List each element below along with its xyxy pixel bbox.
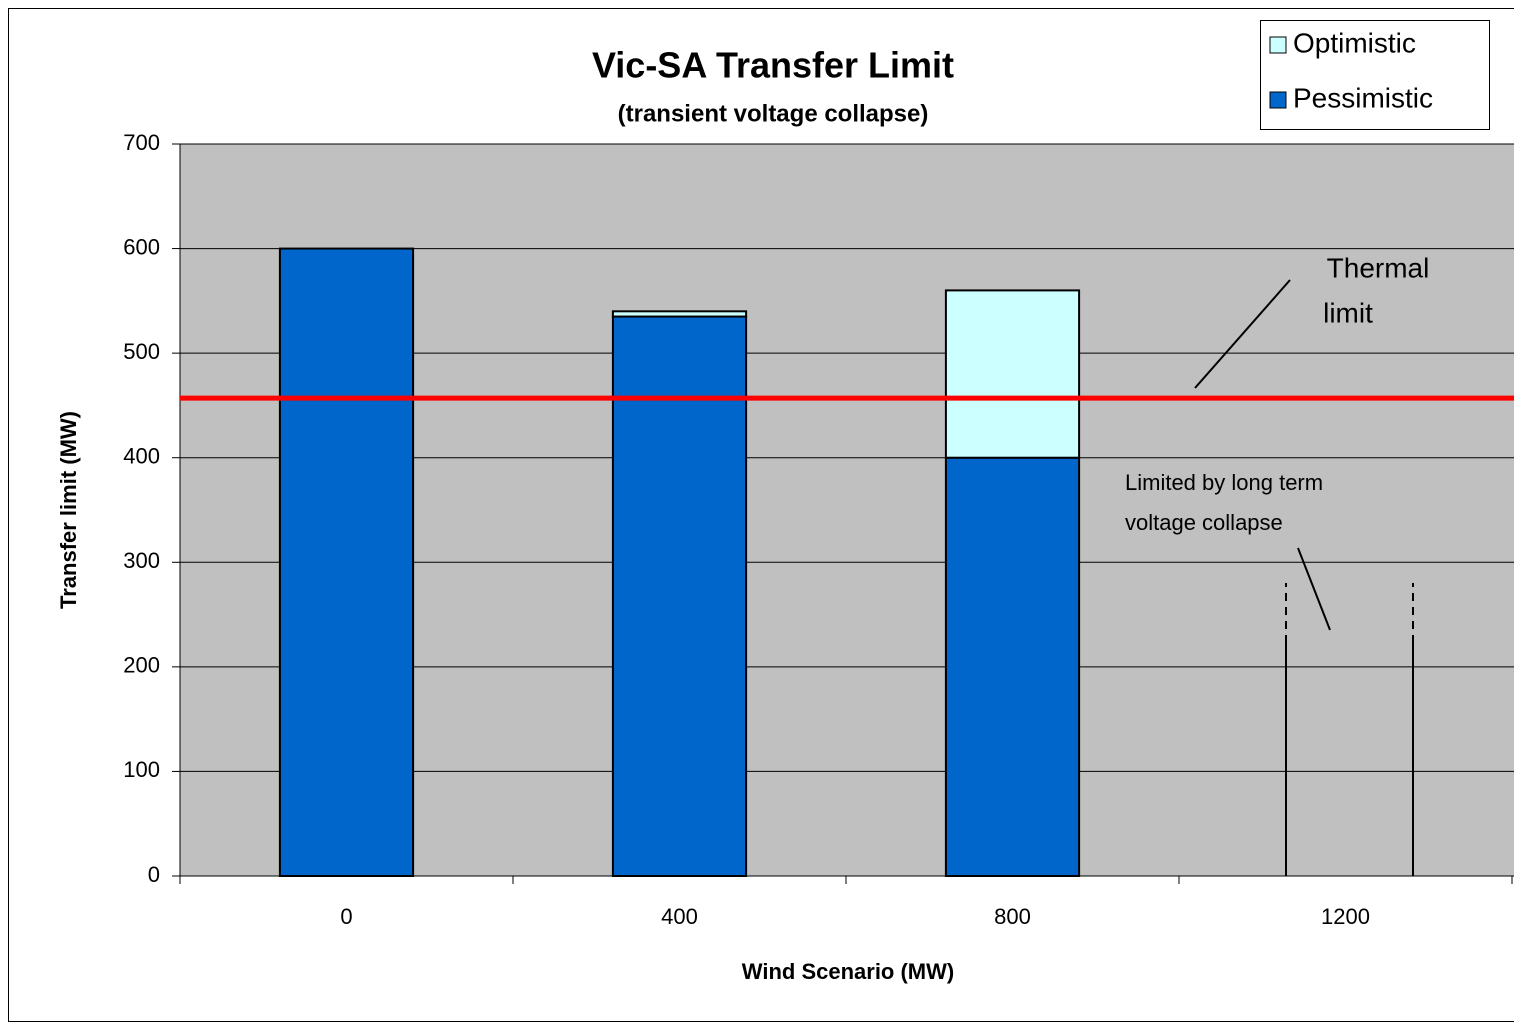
legend	[1260, 20, 1490, 130]
x-axis-label: Wind Scenario (MW)	[742, 959, 954, 984]
chart-title: Vic-SA Transfer Limit	[592, 45, 954, 86]
annotation: limit	[1323, 297, 1373, 328]
y-tick-label: 100	[123, 757, 160, 782]
y-tick-label: 400	[123, 444, 160, 469]
leader-line	[1194, 279, 1291, 389]
bar-segment	[611, 315, 748, 877]
x-tick-label: 0	[340, 904, 352, 929]
x-tick-label: 1200	[1321, 904, 1370, 929]
bar-segment	[611, 310, 748, 318]
x-tick-label: 400	[661, 904, 698, 929]
y-tick-label: 0	[148, 862, 160, 887]
legend-label: Pessimistic	[1293, 82, 1433, 113]
y-tick-label: 700	[123, 130, 160, 155]
y-tick-label: 300	[123, 548, 160, 573]
legend-swatch	[1269, 91, 1287, 109]
bar-segment	[278, 247, 415, 878]
y-tick-label: 500	[123, 339, 160, 364]
x-tick-label: 800	[994, 904, 1031, 929]
chart-subtitle: (transient voltage collapse)	[618, 100, 929, 127]
bar-segment	[944, 456, 1081, 877]
annotation: voltage collapse	[1125, 510, 1283, 535]
legend-label: Optimistic	[1293, 27, 1416, 58]
annotation: Thermal	[1327, 252, 1430, 283]
y-axis-label: Transfer limit (MW)	[56, 411, 81, 609]
annotation: Limited by long term	[1125, 470, 1323, 495]
bar-segment	[944, 289, 1081, 459]
y-tick-label: 600	[123, 234, 160, 259]
y-tick-label: 200	[123, 653, 160, 678]
leader-line	[1297, 547, 1331, 631]
legend-swatch	[1269, 36, 1287, 54]
